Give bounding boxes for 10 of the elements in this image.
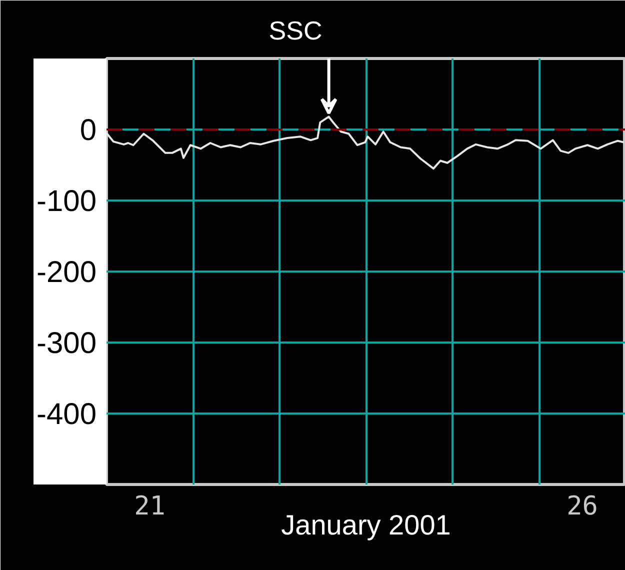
y-tick-label: -400 — [36, 398, 97, 431]
y-tick-label: -200 — [36, 256, 97, 289]
line-series — [106, 116, 625, 170]
y-tick-label: -300 — [36, 327, 97, 360]
y-tick-label: 0 — [80, 114, 97, 147]
annotation: SSC — [268, 16, 322, 46]
x-tick-label: 21 — [134, 492, 166, 522]
x-tick-label: 26 — [566, 492, 598, 522]
x-axis-title: January 2001 — [281, 510, 451, 540]
y-tick-label: -100 — [36, 185, 97, 218]
